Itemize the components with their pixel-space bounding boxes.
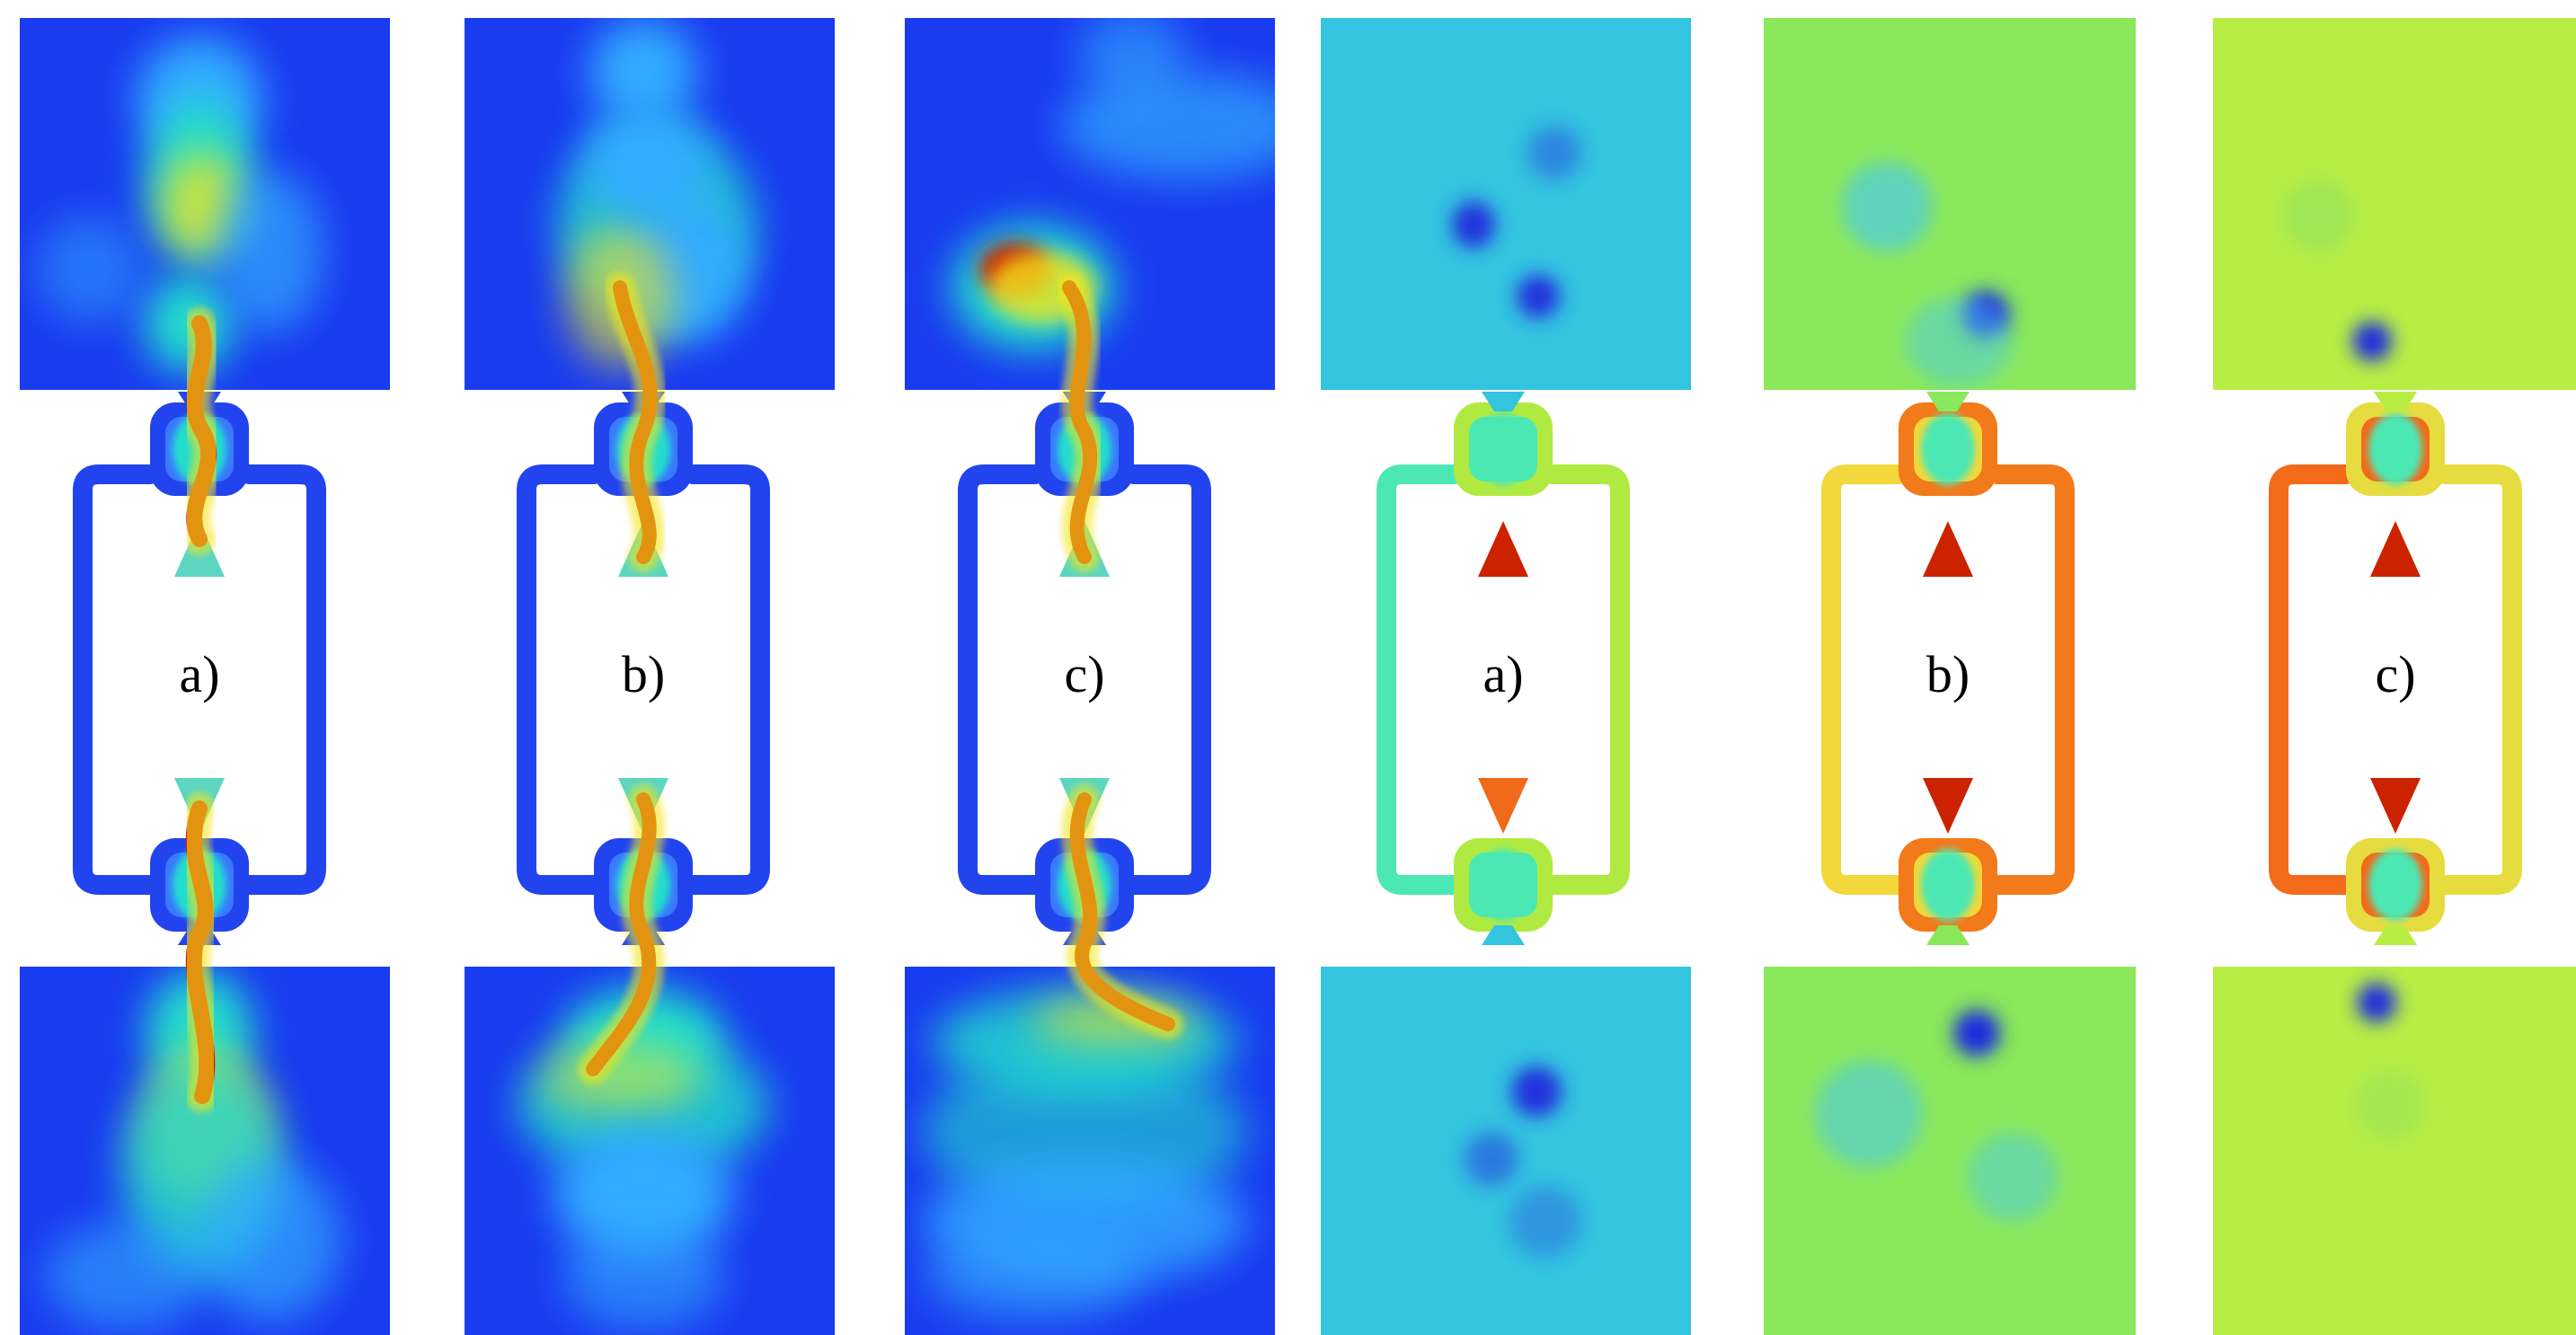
valve-top	[1899, 392, 1997, 496]
bottom-chamber	[905, 967, 1275, 1335]
top-chamber	[1764, 18, 2136, 390]
bottom-chamber	[1321, 967, 1691, 1335]
panel-label: b)	[622, 645, 665, 703]
valve-bottom	[1899, 838, 1997, 945]
nozzle-top	[2370, 521, 2421, 577]
jet-stream	[177, 307, 226, 1112]
top-chamber	[20, 18, 390, 390]
valve-bottom	[2346, 838, 2445, 945]
valve-bottom	[1454, 838, 1553, 945]
bottom-chamber	[1764, 967, 2136, 1335]
nozzle-bottom	[1478, 778, 1528, 834]
nozzle-top	[1478, 521, 1528, 577]
nozzle-bottom	[2370, 778, 2421, 834]
bottom-chamber	[2213, 967, 2576, 1335]
pipe-frame	[73, 464, 326, 895]
pipe-frame	[1821, 464, 2075, 895]
panel-label: c)	[2375, 645, 2415, 703]
top-chamber	[465, 18, 835, 390]
top-chamber	[905, 18, 1275, 390]
pipe-frame	[958, 464, 1211, 895]
panel-label: c)	[1064, 645, 1104, 703]
panel-pressure-3: a)	[1321, 18, 1691, 1335]
nozzle-bottom	[1923, 778, 1973, 834]
top-chamber	[2213, 18, 2576, 390]
pipe-frame	[2269, 464, 2522, 895]
pipe-frame	[1377, 464, 1630, 895]
panel-pressure-4: b)	[1764, 18, 2136, 1335]
panel-velocity-2: c)	[905, 18, 1275, 1335]
panel-velocity-0: a)	[20, 18, 390, 1335]
jet-stream	[578, 272, 666, 1084]
valve-top	[2346, 392, 2445, 496]
panel-label: b)	[1926, 645, 1970, 703]
pipe-frame	[517, 464, 770, 895]
panels-layer: a) b) c) a) b) c)	[20, 18, 2576, 1335]
panel-velocity-1: b)	[465, 18, 835, 1335]
top-chamber	[1321, 18, 1691, 390]
nozzle-top	[1923, 521, 1973, 577]
panel-label: a)	[1483, 645, 1523, 703]
bottom-chamber	[465, 967, 835, 1335]
panel-label: a)	[179, 645, 219, 703]
valve-top	[1454, 392, 1553, 496]
jet-stream	[1054, 272, 1183, 1039]
panel-pressure-5: c)	[2213, 18, 2576, 1335]
bottom-chamber	[20, 967, 390, 1335]
